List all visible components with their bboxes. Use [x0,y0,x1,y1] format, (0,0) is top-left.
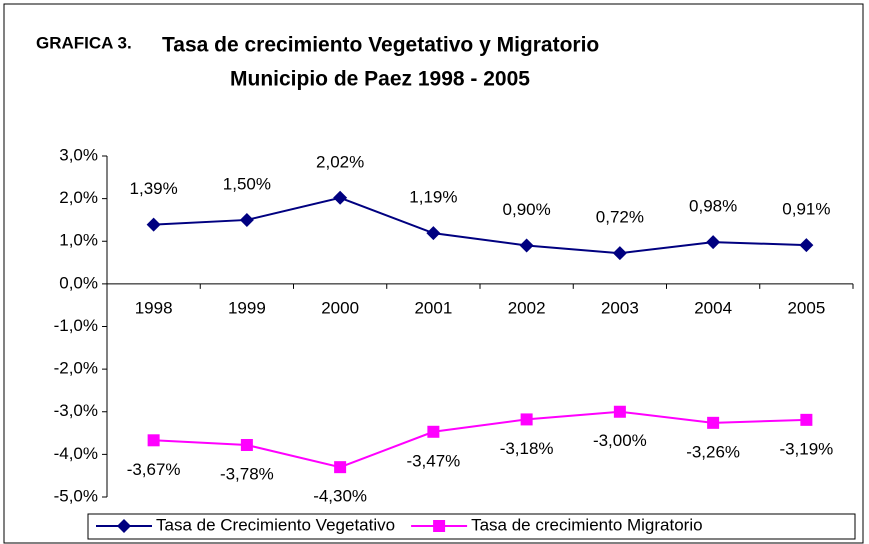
data-label: -3,67% [127,460,181,479]
data-point [707,416,720,429]
data-label: -4,30% [313,487,367,506]
x-tick-label: 2005 [787,298,825,317]
y-tick-label: -1,0% [54,316,98,335]
data-label: 0,98% [689,197,737,216]
series-line [153,410,807,469]
chart-title: Tasa de crecimiento Vegetativo y Migrato… [162,34,599,57]
data-point [800,413,813,426]
y-tick-label: -4,0% [54,444,98,463]
data-label: 0,91% [782,200,830,219]
data-label: -3,26% [686,442,740,461]
data-label: -3,18% [500,439,554,458]
legend-marker [433,520,446,532]
data-label: -3,78% [220,464,274,483]
chart-title: Municipio de Paez 1998 - 2005 [230,68,530,91]
data-label: 1,19% [409,188,457,207]
data-point [239,212,254,227]
y-tick-label: 1,0% [59,231,98,250]
chart-label: GRAFICA 3. [36,33,132,52]
legend-label: Tasa de crecimiento Migratorio [471,515,702,534]
y-tick-label: 2,0% [59,188,98,207]
data-point [333,190,348,205]
legend-label: Tasa de Crecimiento Vegetativo [156,515,395,534]
chart-border [3,3,864,544]
series-line [153,196,807,255]
data-label: -3,00% [593,431,647,450]
y-tick-label: 0,0% [59,273,98,292]
y-tick-label: 3,0% [59,145,98,164]
x-tick-label: 2003 [601,298,639,317]
y-tick-label: -3,0% [54,401,98,420]
data-point [520,413,533,426]
y-tick-label: -5,0% [54,486,98,505]
x-tick-label: 2001 [414,298,452,317]
x-tick-label: 1999 [228,298,266,317]
legend-marker [117,519,131,533]
data-label: -3,47% [406,451,460,470]
x-tick-label: 2002 [508,298,546,317]
data-label: -3,19% [779,439,833,458]
data-point [427,425,440,438]
data-point [147,434,160,447]
data-point [706,235,721,250]
data-point [613,405,626,418]
data-label: 2,02% [316,152,364,171]
y-tick-label: -2,0% [54,359,98,378]
data-point [240,438,253,451]
data-point [426,226,441,241]
x-tick-label: 2000 [321,298,359,317]
data-point [612,246,627,261]
data-label: 1,50% [223,174,271,193]
legend-box [87,513,856,540]
data-label: 1,39% [130,179,178,198]
data-label: 0,72% [596,208,644,227]
data-point [334,461,347,474]
x-tick-label: 2004 [694,298,732,317]
x-tick-label: 1998 [135,298,173,317]
data-point [799,238,814,253]
data-point [519,238,534,253]
data-point [146,217,161,232]
data-label: 0,90% [503,200,551,219]
